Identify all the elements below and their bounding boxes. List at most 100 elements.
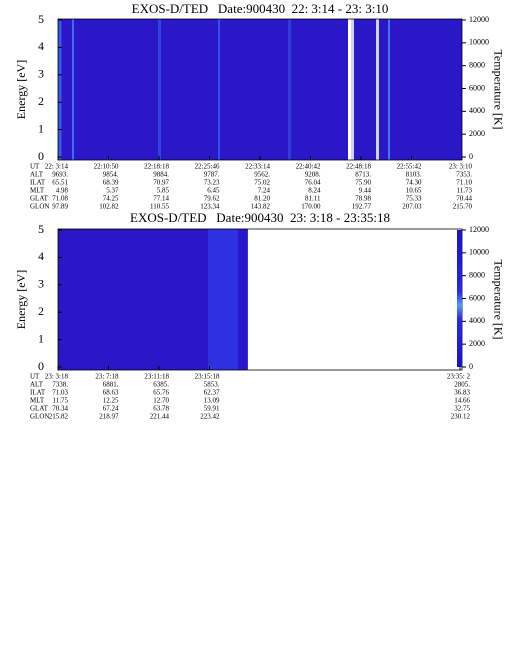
- ephemeris-value: 7353.: [456, 171, 472, 179]
- ephemeris-value: 2805.: [454, 381, 470, 389]
- colorbar: [457, 230, 462, 367]
- ephemeris-value: 79.62: [204, 195, 220, 203]
- ephemeris-value: 23: 7:18: [95, 373, 119, 381]
- y-tick-label: 1: [38, 121, 44, 135]
- y2-tick-label: 10000: [469, 38, 489, 47]
- y2-axis-label: Temperature [K]: [491, 49, 505, 129]
- y-tick-label: 2: [38, 304, 44, 318]
- ephemeris-value: 192.77: [352, 203, 372, 211]
- y2-tick-label: 8000: [469, 60, 485, 69]
- ephemeris-value: 12.25: [103, 397, 119, 405]
- ephemeris-value: 6881.: [103, 381, 119, 389]
- ephemeris-value: 6385.: [153, 381, 169, 389]
- spectrogram-stripe: [58, 19, 62, 160]
- spectrogram: [58, 19, 462, 160]
- ephemeris-value: 22:25:46: [195, 163, 220, 171]
- ephemeris-value: 9562.: [254, 171, 270, 179]
- ephemeris-value: 73.23: [204, 179, 220, 187]
- ephemeris-label: ALT: [30, 171, 44, 179]
- spectrogram-stripe: [72, 19, 74, 160]
- y-tick-label: 0: [38, 359, 44, 373]
- y-tick-label: 0: [38, 149, 44, 163]
- y2-tick-label: 0: [469, 362, 473, 371]
- ephemeris-value: 81.20: [254, 195, 270, 203]
- y-tick-label: 3: [38, 67, 44, 81]
- chart-title: EXOS-D/TED Date:900430 23: 3:18 - 23:35:…: [130, 210, 390, 225]
- y-tick-label: 3: [38, 277, 44, 291]
- ephemeris-value: 75.33: [406, 195, 422, 203]
- ephemeris-value: 207.03: [402, 203, 422, 211]
- y2-tick-label: 4000: [469, 106, 485, 115]
- ephemeris-value: 11.73: [457, 187, 473, 195]
- ephemeris-value: 218.97: [99, 413, 119, 421]
- ephemeris-value: 22:55:42: [397, 163, 422, 171]
- spectrogram-stripe: [158, 19, 161, 160]
- ephemeris-value: 14.66: [454, 397, 470, 405]
- spectrogram-stripe: [288, 19, 291, 160]
- ephemeris-value: 102.82: [99, 203, 119, 211]
- ephemeris-value: 65.76: [153, 389, 169, 397]
- ephemeris-label: UT: [30, 373, 40, 381]
- ephemeris-value: 36.83: [454, 389, 470, 397]
- spectrogram-stripe: [208, 229, 238, 370]
- ephemeris-value: 23: 3:18: [45, 373, 69, 381]
- ephemeris-value: 9884.: [153, 171, 169, 179]
- ephemeris-value: 9787.: [204, 171, 220, 179]
- ephemeris-value: 77.14: [153, 195, 169, 203]
- ephemeris-value: 74.25: [103, 195, 119, 203]
- ephemeris-value: 8.24: [308, 187, 321, 195]
- ephemeris-value: 75.02: [254, 179, 270, 187]
- y-tick-label: 4: [38, 39, 44, 53]
- ephemeris-value: 9693.: [52, 171, 68, 179]
- ephemeris-value: 143.82: [251, 203, 271, 211]
- ephemeris-value: 11.75: [53, 397, 69, 405]
- y2-tick-label: 6000: [469, 293, 485, 302]
- ephemeris-value: 67.24: [103, 405, 119, 413]
- ephemeris-value: 75.90: [355, 179, 371, 187]
- y-tick-label: 1: [38, 331, 44, 345]
- y-axis-label: Energy [eV]: [14, 60, 28, 119]
- ephemeris-value: 5.85: [157, 187, 170, 195]
- ephemeris-value: 23: 3:10: [449, 163, 473, 171]
- ephemeris-value: 110.55: [150, 203, 169, 211]
- ephemeris-value: 22:48:18: [346, 163, 371, 171]
- ephemeris-value: 23:15:18: [195, 373, 220, 381]
- ephemeris-value: 74.30: [406, 179, 422, 187]
- y2-tick-label: 2000: [469, 129, 485, 138]
- y-tick-label: 4: [38, 249, 44, 263]
- ephemeris-value: 23:35: 2: [447, 373, 471, 381]
- ephemeris-value: 23:11:18: [144, 373, 169, 381]
- ephemeris-value: 8103.: [406, 171, 422, 179]
- ephemeris-label: GLAT: [30, 195, 49, 203]
- y2-axis-label: Temperature [K]: [491, 259, 505, 339]
- data-gap: [348, 19, 351, 160]
- ephemeris-value: 76.04: [305, 179, 321, 187]
- y2-tick-label: 10000: [469, 248, 489, 257]
- ephemeris-label: ALT: [30, 381, 44, 389]
- ephemeris-value: 63.78: [153, 405, 169, 413]
- ephemeris-value: 71.10: [456, 179, 472, 187]
- ephemeris-value: 170.00: [301, 203, 321, 211]
- ephemeris-value: 123.34: [200, 203, 220, 211]
- ephemeris-value: 68.39: [103, 179, 119, 187]
- y2-tick-label: 8000: [469, 270, 485, 279]
- ephemeris-value: 9854.: [103, 171, 119, 179]
- ephemeris-value: 70.97: [153, 179, 169, 187]
- y2-tick-label: 0: [469, 152, 473, 161]
- ephemeris-value: 5.37: [106, 187, 119, 195]
- spectrogram-stripe: [350, 19, 354, 160]
- y2-tick-label: 12000: [469, 15, 489, 24]
- ephemeris-value: 230.12: [451, 413, 471, 421]
- y2-tick-label: 4000: [469, 316, 485, 325]
- ephemeris-value: 6.45: [207, 187, 220, 195]
- ephemeris-label: ILAT: [30, 389, 46, 397]
- ephemeris-value: 215.82: [49, 413, 69, 421]
- ephemeris-value: 13.09: [204, 397, 220, 405]
- ephemeris-value: 9.44: [359, 187, 372, 195]
- y2-tick-label: 12000: [469, 225, 489, 234]
- spectrogram-stripe: [218, 19, 220, 160]
- ephemeris-value: 78.98: [355, 195, 371, 203]
- y-axis-label: Energy [eV]: [14, 270, 28, 329]
- ephemeris-label: MLT: [30, 397, 45, 405]
